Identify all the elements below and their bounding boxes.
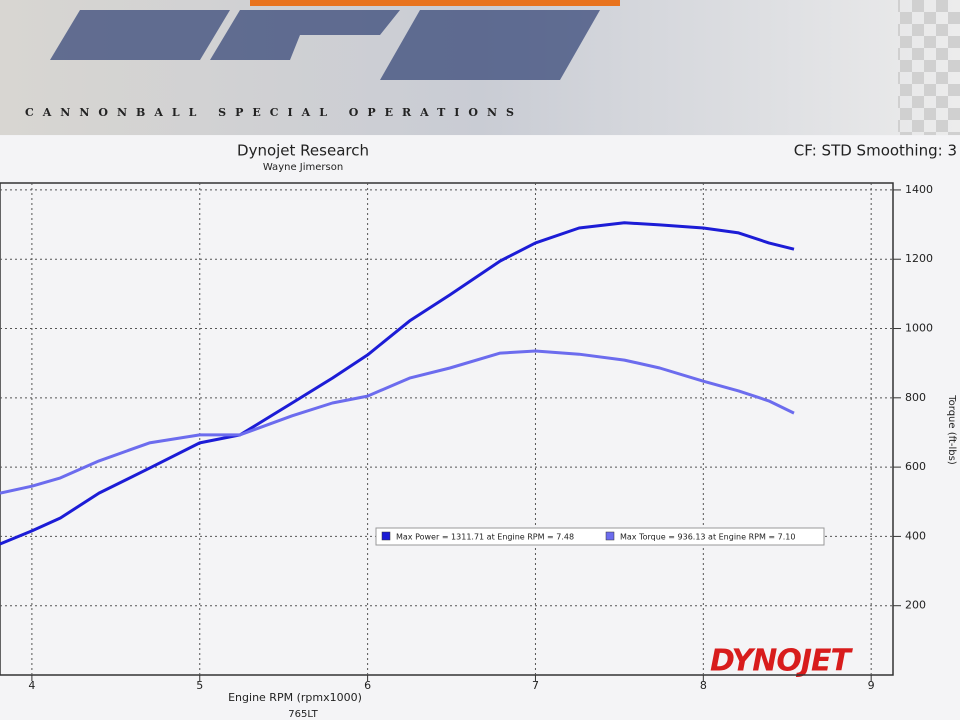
x-tick-label: 7	[532, 679, 539, 692]
plot-frame	[0, 182, 894, 676]
chart-bg	[0, 136, 960, 720]
y-axis-label: Torque (ft-lbs)	[946, 394, 957, 465]
logo-stripe	[250, 0, 620, 6]
x-tick-label: 5	[196, 679, 203, 692]
x-tick-label: 9	[868, 679, 875, 692]
checker	[898, 0, 960, 135]
chart-subtitle: Wayne Jimerson	[263, 162, 343, 173]
legend-swatch	[381, 531, 391, 541]
watermark: DYNOJET	[710, 644, 854, 679]
annotation: CF: STD Smoothing: 3	[794, 142, 957, 160]
legend-label: Max Power = 1311.71 at Engine RPM = 7.48	[396, 533, 574, 542]
y-tick-label: 400	[905, 529, 926, 542]
x-tick-label: 6	[364, 679, 371, 692]
series-line	[0, 221, 795, 546]
y-tick-label: 1400	[905, 183, 933, 196]
x-axis-label: Engine RPM (rpmx1000)	[228, 691, 362, 704]
y-tick-label: 800	[905, 391, 926, 404]
x-tick-label: 4	[28, 679, 35, 692]
y-tick-label: 200	[905, 599, 926, 612]
brand-text: CANNONBALL SPECIAL OPERATIONS	[25, 106, 523, 119]
series-line	[0, 349, 795, 495]
legend-box	[375, 527, 825, 546]
legend-swatch	[605, 531, 615, 541]
y-tick-label: 1000	[905, 322, 933, 335]
y-tick-label: 1200	[905, 252, 933, 265]
footer-label: 765LT	[288, 709, 318, 720]
logo	[50, 10, 600, 80]
chart-title: Dynojet Research	[237, 142, 369, 160]
legend-label: Max Torque = 936.13 at Engine RPM = 7.10	[620, 533, 795, 542]
x-tick-label: 8	[700, 679, 707, 692]
y-tick-label: 600	[905, 460, 926, 473]
